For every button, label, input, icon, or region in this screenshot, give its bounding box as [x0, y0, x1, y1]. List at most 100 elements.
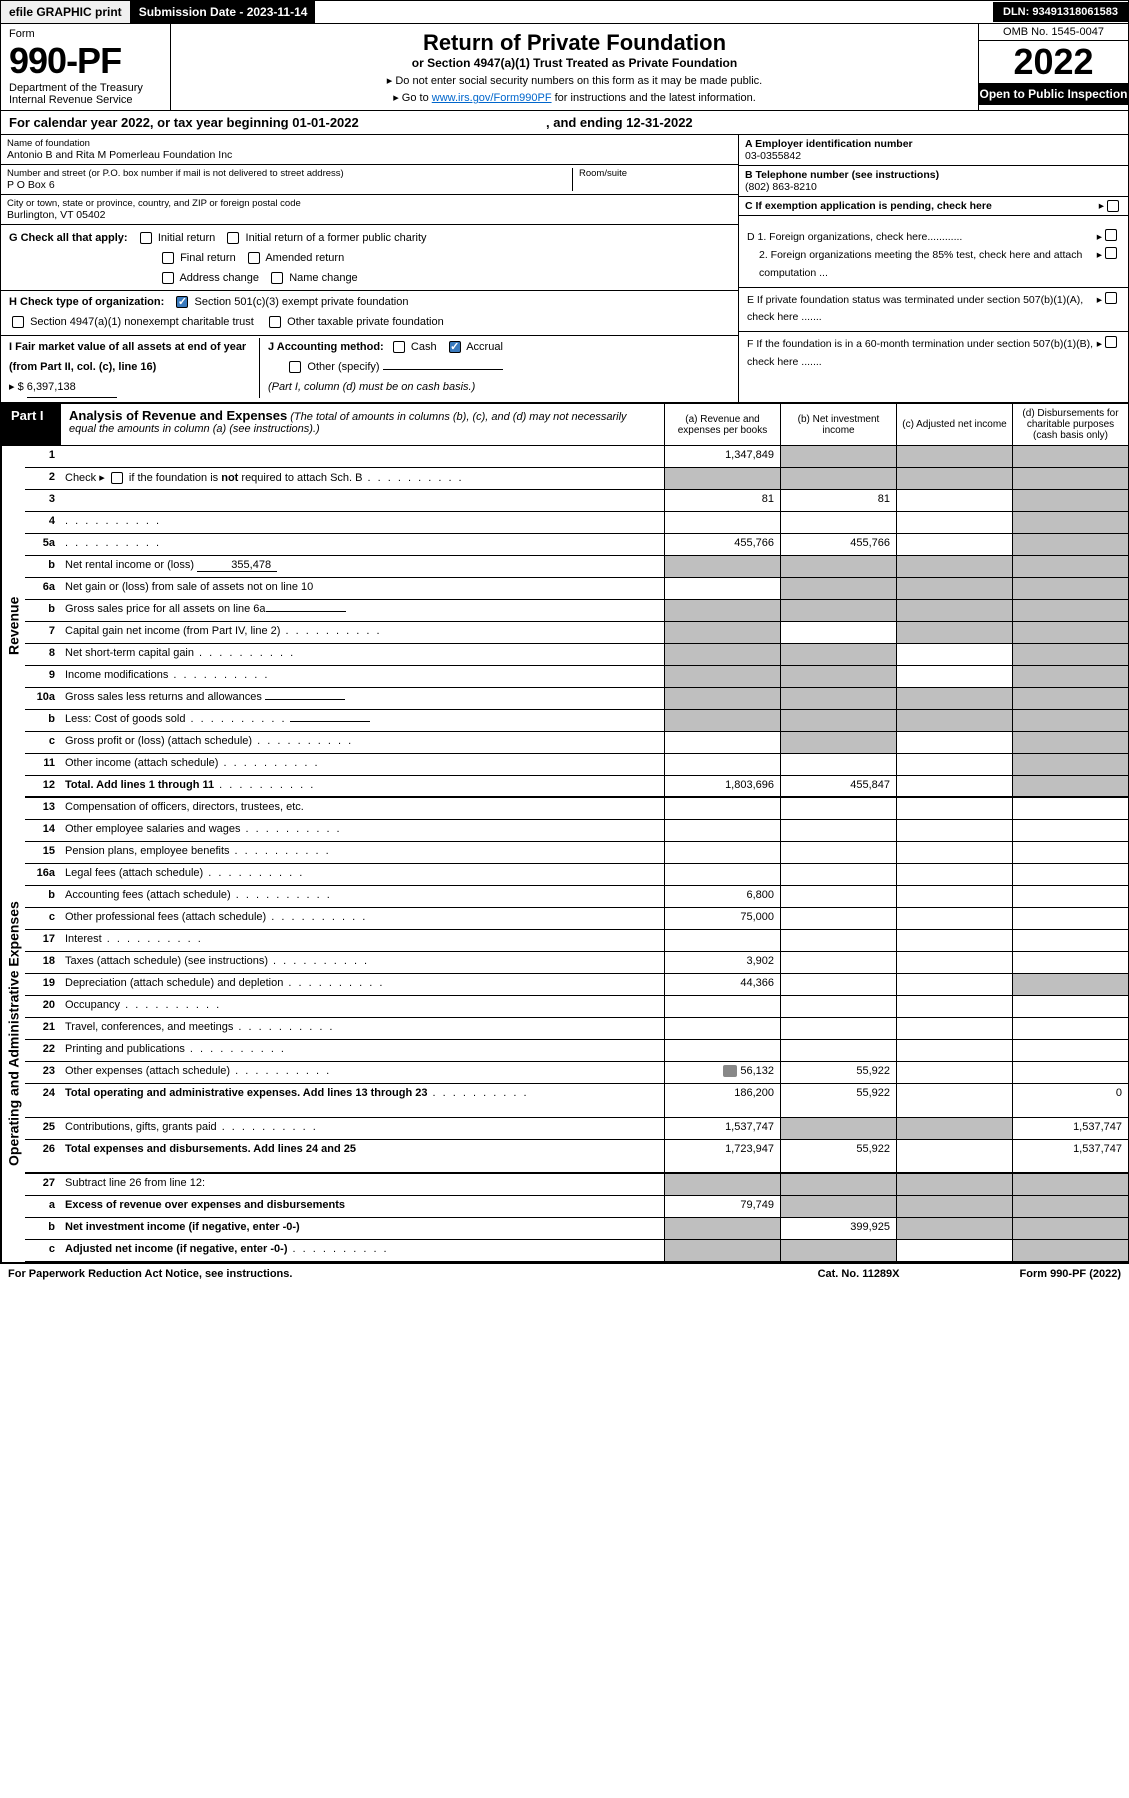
col-c-val [896, 886, 1012, 907]
top-bar: efile GRAPHIC print Submission Date - 20… [0, 0, 1129, 24]
table-row: 12Total. Add lines 1 through 111,803,696… [25, 776, 1128, 798]
col-b-val: 55,922 [780, 1062, 896, 1083]
col-b-val [780, 754, 896, 775]
line-num: 2 [25, 468, 61, 489]
table-row: 27Subtract line 26 from line 12: [25, 1174, 1128, 1196]
line-desc: Other professional fees (attach schedule… [61, 908, 664, 929]
col-c-val [896, 1062, 1012, 1083]
col-d-val [1012, 996, 1128, 1017]
col-d-val [1012, 776, 1128, 796]
col-d-val [1012, 468, 1128, 489]
c-checkbox[interactable] [1107, 200, 1119, 212]
col-c-val [896, 1218, 1012, 1239]
table-row: 20Occupancy [25, 996, 1128, 1018]
g-initial-former-checkbox[interactable] [227, 232, 239, 244]
col-b-val [780, 666, 896, 687]
col-c-val [896, 908, 1012, 929]
col-a-val [664, 622, 780, 643]
h-501c3-checkbox[interactable] [176, 296, 188, 308]
col-a-val [664, 666, 780, 687]
inline-amount [266, 611, 346, 612]
g-name-change-checkbox[interactable] [271, 272, 283, 284]
col-a-val: 3,902 [664, 952, 780, 973]
g-final-return-checkbox[interactable] [162, 252, 174, 264]
g-label: G Check all that apply: [9, 232, 128, 244]
col-b-val [780, 930, 896, 951]
revenue-vcat: Revenue [1, 446, 25, 806]
line-desc: Pension plans, employee benefits [61, 842, 664, 863]
part1-header-row: Part I Analysis of Revenue and Expenses … [0, 403, 1129, 446]
line-desc: Gross sales less returns and allowances [61, 688, 664, 709]
table-row: 19Depreciation (attach schedule) and dep… [25, 974, 1128, 996]
schb-checkbox[interactable] [111, 472, 123, 484]
attachment-icon[interactable] [723, 1065, 737, 1077]
j-other-checkbox[interactable] [289, 361, 301, 373]
efile-print-button[interactable]: efile GRAPHIC print [1, 1, 131, 23]
col-d-val: 1,537,747 [1012, 1140, 1128, 1172]
line-num: 14 [25, 820, 61, 841]
col-c-val [896, 1118, 1012, 1139]
col-d-val: 0 [1012, 1084, 1128, 1117]
col-b-val [780, 1240, 896, 1261]
col-d-val [1012, 930, 1128, 951]
note2-pre: ▸ Go to [393, 92, 432, 104]
line-num: 8 [25, 644, 61, 665]
page-footer: For Paperwork Reduction Act Notice, see … [0, 1262, 1129, 1284]
table-row: 21Travel, conferences, and meetings [25, 1018, 1128, 1040]
table-row: bNet rental income or (loss) 355,478 [25, 556, 1128, 578]
g-amended-checkbox[interactable] [248, 252, 260, 264]
e-checkbox[interactable] [1105, 292, 1117, 304]
table-row: 6aNet gain or (loss) from sale of assets… [25, 578, 1128, 600]
h-other-checkbox[interactable] [269, 316, 281, 328]
paperwork-notice: For Paperwork Reduction Act Notice, see … [8, 1268, 292, 1280]
g-o1: Initial return [158, 232, 215, 244]
j-other-specify [383, 369, 503, 370]
col-d-val [1012, 886, 1128, 907]
col-b-val [780, 1118, 896, 1139]
line-num: b [25, 556, 61, 577]
g-address-change-checkbox[interactable] [162, 272, 174, 284]
table-row: cAdjusted net income (if negative, enter… [25, 1240, 1128, 1262]
col-a-val [664, 1040, 780, 1061]
col-c-val [896, 952, 1012, 973]
f-checkbox[interactable] [1105, 336, 1117, 348]
h-4947-checkbox[interactable] [12, 316, 24, 328]
line-num: 27 [25, 1174, 61, 1195]
line-num: b [25, 600, 61, 621]
col-b-val [780, 688, 896, 709]
d1-checkbox[interactable] [1105, 229, 1117, 241]
g-initial-return-checkbox[interactable] [140, 232, 152, 244]
ein: 03-0355842 [745, 150, 1122, 162]
col-a-val [664, 820, 780, 841]
col-a-val [664, 688, 780, 709]
d2-checkbox[interactable] [1105, 247, 1117, 259]
table-row: bLess: Cost of goods sold [25, 710, 1128, 732]
col-b-val [780, 952, 896, 973]
foundation-name: Antonio B and Rita M Pomerleau Foundatio… [7, 149, 732, 161]
j-note: (Part I, column (d) must be on cash basi… [268, 381, 475, 393]
line-num: b [25, 886, 61, 907]
g-o3: Final return [180, 252, 236, 264]
col-d-val [1012, 1240, 1128, 1261]
col-a-val [664, 930, 780, 951]
inline-amount [290, 721, 370, 722]
g-o6: Name change [289, 272, 358, 284]
line-num: 9 [25, 666, 61, 687]
form-subtitle: or Section 4947(a)(1) Trust Treated as P… [177, 56, 972, 70]
col-b-val [780, 798, 896, 819]
form-footer-id: Form 990-PF (2022) [1020, 1268, 1121, 1280]
col-d-val [1012, 666, 1128, 687]
line-num: 17 [25, 930, 61, 951]
j-accrual-checkbox[interactable] [449, 341, 461, 353]
omb-number: OMB No. 1545-0047 [979, 24, 1128, 41]
form990pf-link[interactable]: www.irs.gov/Form990PF [432, 92, 552, 104]
line-num: c [25, 1240, 61, 1261]
line-desc: Capital gain net income (from Part IV, l… [61, 622, 664, 643]
table-row: bAccounting fees (attach schedule)6,800 [25, 886, 1128, 908]
col-b-val: 55,922 [780, 1140, 896, 1172]
j-cash-checkbox[interactable] [393, 341, 405, 353]
line-desc: Other income (attach schedule) [61, 754, 664, 775]
room-label: Room/suite [579, 168, 732, 179]
col-b-val [780, 842, 896, 863]
col-c-val [896, 490, 1012, 511]
